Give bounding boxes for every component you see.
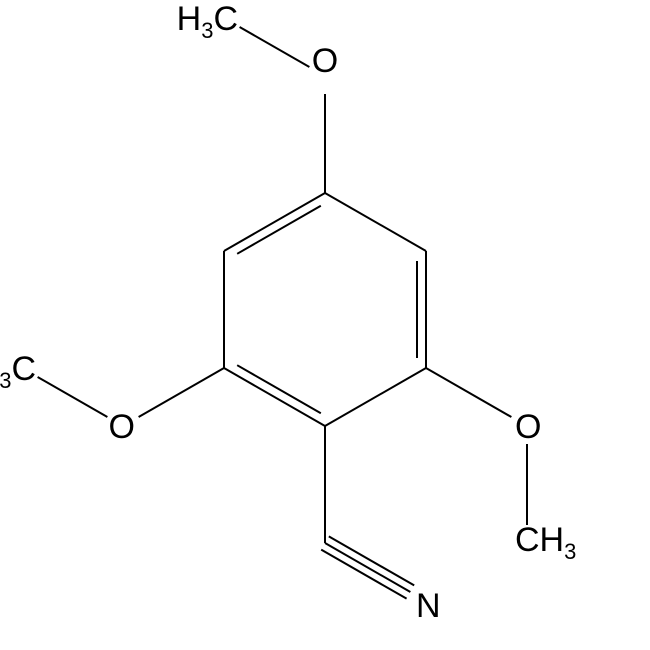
- bond: [38, 377, 108, 417]
- atom-label-Me6: H3C: [0, 350, 36, 393]
- bond: [237, 206, 321, 254]
- atom-label-O4: O: [312, 42, 338, 80]
- bond: [240, 27, 310, 67]
- bonds-layer: [38, 27, 527, 599]
- bond: [139, 368, 224, 417]
- labels-layer: O CH3 O H3C O H3C N: [0, 0, 576, 625]
- atom-label-O6: O: [109, 408, 135, 446]
- molecule-diagram: O CH3 O H3C O H3C N: [0, 0, 650, 650]
- bond: [237, 365, 321, 413]
- bond: [325, 193, 426, 251]
- bond: [224, 193, 325, 251]
- bond: [325, 368, 426, 426]
- atom-label-Me2: CH3: [515, 521, 576, 564]
- atom-label-N: N: [416, 587, 441, 625]
- bond: [426, 368, 511, 417]
- atom-label-O2: O: [515, 408, 541, 446]
- atom-label-Me4: H3C: [177, 0, 238, 43]
- bond: [325, 543, 410, 592]
- bond: [224, 368, 325, 426]
